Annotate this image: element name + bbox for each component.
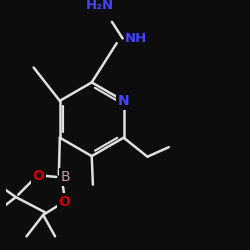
Text: O: O [58,195,70,209]
Text: O: O [32,169,44,183]
Text: NH: NH [125,32,147,46]
Text: B: B [61,170,70,184]
Text: H₂N: H₂N [86,0,114,12]
Text: N: N [118,94,130,108]
